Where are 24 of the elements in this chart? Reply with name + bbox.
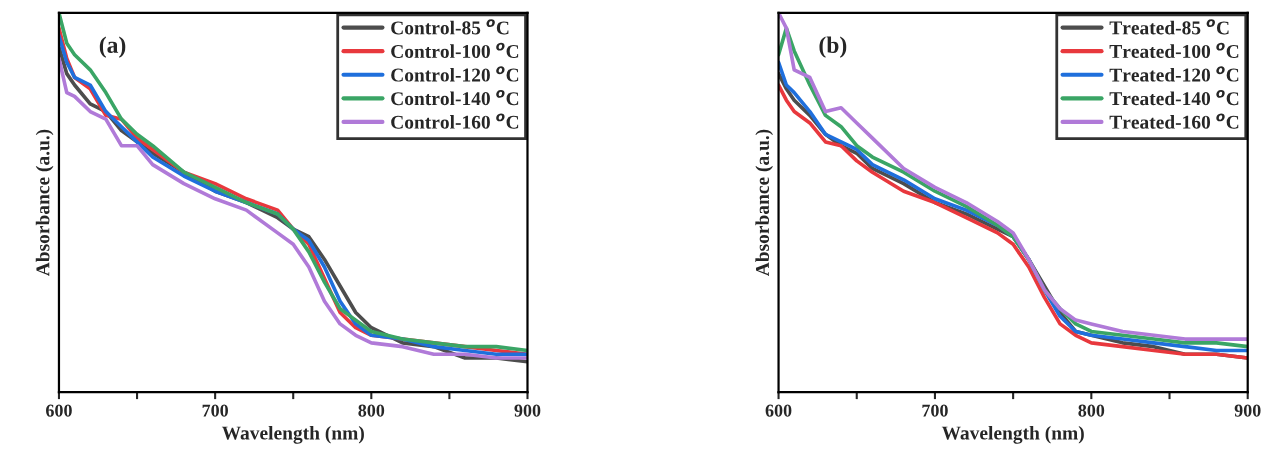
x-tick-label: 900	[1234, 404, 1261, 417]
legend-label: Treated-120 $^{o}$C	[1109, 66, 1239, 82]
legend-label: Treated-140 $^{o}$C	[1109, 89, 1239, 106]
legend-label: Control-100 $^{o}$C	[391, 42, 519, 59]
x-tick-label: 800	[1078, 404, 1105, 417]
legend-label: Treated-100 $^{o}$C	[1109, 42, 1239, 59]
legend-label: Control-160 $^{o}$C	[391, 113, 519, 129]
legend-label: Control-140 $^{o}$C	[391, 89, 519, 106]
x-tick-label: 800	[358, 404, 385, 417]
x-tick-label: 600	[46, 404, 72, 417]
legend-label: Treated-85 $^{o}$C	[1109, 19, 1229, 35]
x-tick-label: 700	[922, 404, 948, 417]
y-axis-title: Absorbance (a.u.)	[755, 129, 773, 277]
x-tick-label: 600	[765, 404, 792, 417]
x-tick-label: 700	[202, 404, 228, 417]
x-axis-title: Wavelength (nm)	[941, 425, 1084, 444]
legend-label: Treated-160 $^{o}$C	[1109, 113, 1239, 129]
legend-label: Control-85 $^{o}$C	[391, 19, 509, 35]
x-axis-title: Wavelength (nm)	[221, 425, 364, 444]
x-tick-label: 900	[514, 404, 541, 417]
annotation: (b)	[819, 36, 847, 58]
legend-label: Control-120 $^{o}$C	[391, 66, 519, 82]
annotation: (a)	[99, 36, 126, 58]
y-axis-title: Absorbance (a.u.)	[35, 129, 54, 277]
